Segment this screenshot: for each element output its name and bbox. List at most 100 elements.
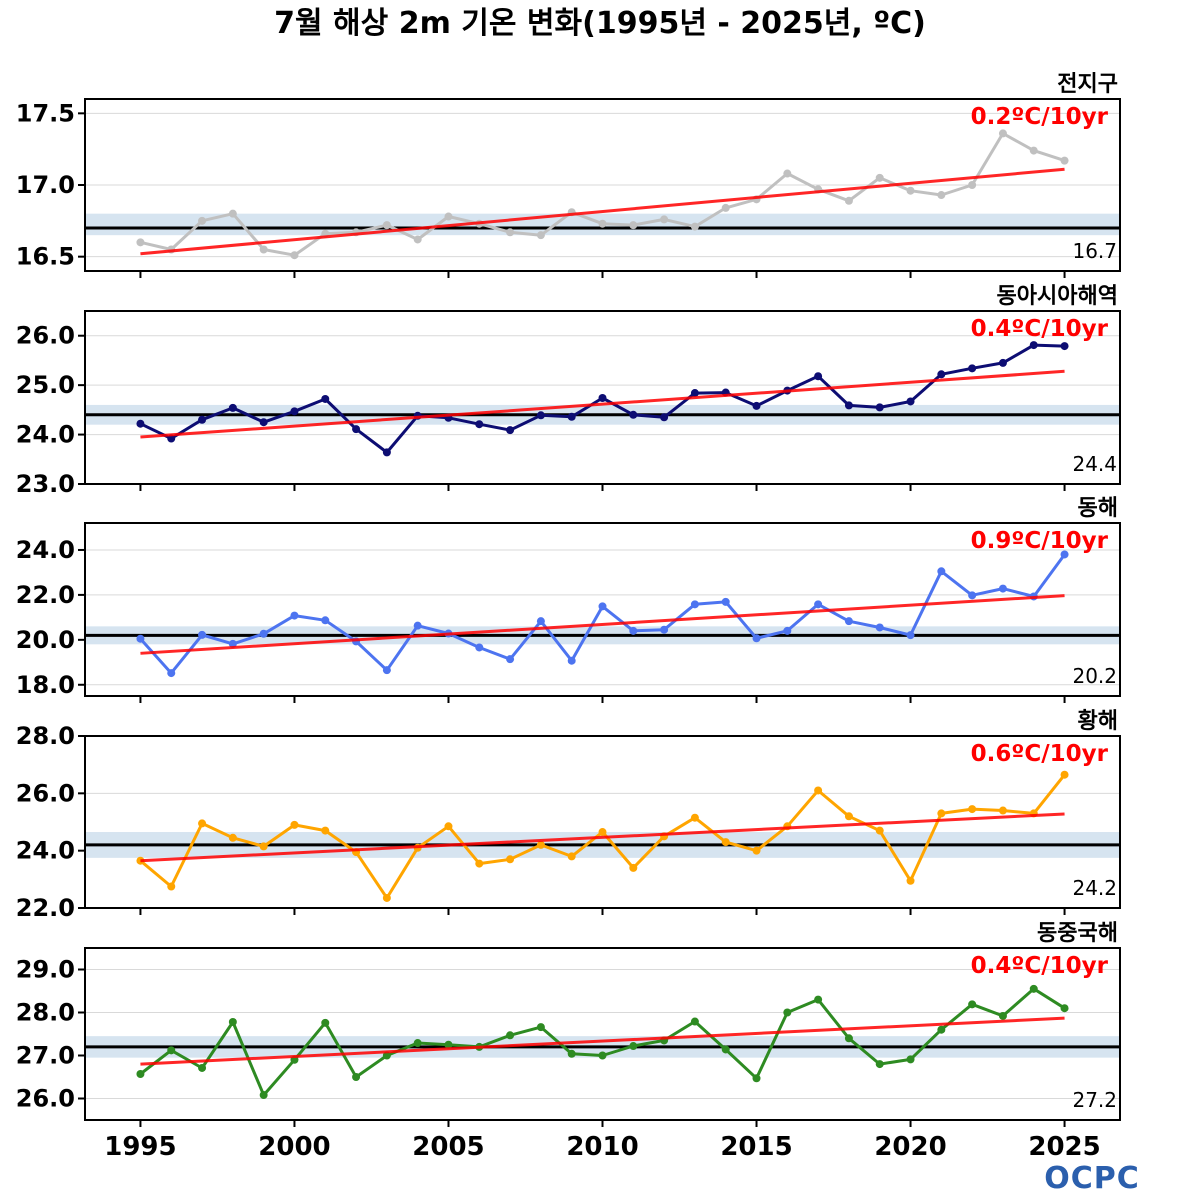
y-tick-label: 29.0 [16, 956, 75, 984]
y-tick-label: 22.0 [16, 894, 75, 922]
data-point [444, 822, 453, 831]
data-point [906, 397, 915, 406]
x-tick-label: 2015 [720, 1132, 792, 1162]
data-point [998, 1011, 1007, 1020]
panel-2: 23.0 24.0 25.0 26.0 동아시아해역 0.4ºC/10yr 24.4 [16, 284, 1121, 498]
data-point [875, 623, 884, 632]
y-tick-label: 28.0 [16, 722, 75, 750]
trend-line [140, 812, 1065, 863]
data-point [259, 842, 268, 851]
data-point [259, 1091, 268, 1100]
trend-line [140, 369, 1065, 439]
x-tick-label: 2020 [874, 1132, 946, 1162]
panel-label: 전지구 [1057, 72, 1118, 97]
data-point [937, 370, 946, 379]
data-point [167, 669, 176, 678]
y-tick-label: 20.0 [16, 626, 75, 654]
y-tick-label: 24.0 [16, 536, 75, 564]
data-point [290, 611, 299, 620]
data-point [136, 634, 145, 643]
data-point [382, 448, 391, 457]
data-point [413, 235, 422, 244]
data-point [506, 228, 515, 237]
y-tick-label: 16.5 [16, 243, 75, 271]
data-point [660, 413, 669, 422]
data-point [1060, 770, 1069, 779]
data-point [998, 129, 1007, 138]
data-point [1029, 341, 1038, 350]
data-point [198, 1063, 207, 1072]
trend-line [140, 594, 1065, 655]
data-point [167, 434, 176, 443]
panel-3: 18.0 20.0 22.0 24.0 동해 0.9ºC/10yr 20.2 [16, 496, 1121, 703]
data-point [228, 209, 237, 218]
y-tick-label: 24.0 [16, 837, 75, 865]
data-point [382, 1051, 391, 1060]
data-point [290, 407, 299, 416]
data-point [228, 1017, 237, 1026]
data-point [752, 634, 761, 643]
data-point [1060, 156, 1069, 165]
y-tick-label: 26.0 [16, 322, 75, 350]
data-point [598, 602, 607, 611]
y-tick-label: 25.0 [16, 371, 75, 399]
trend-label: 0.4ºC/10yr [971, 316, 1109, 342]
data-point [875, 403, 884, 412]
data-point [998, 358, 1007, 367]
data-point [629, 1042, 638, 1051]
x-tick-label: 2005 [412, 1132, 484, 1162]
y-tick-label: 22.0 [16, 581, 75, 609]
data-point [598, 219, 607, 228]
chart-title: 7월 해상 2m 기온 변화(1995년 - 2025년, ºC) [274, 6, 926, 41]
data-point [814, 372, 823, 381]
data-point [444, 212, 453, 221]
x-axis: 1995 2000 2005 2010 2015 2020 2025 [104, 1132, 1100, 1162]
y-tick-label: 24.0 [16, 421, 75, 449]
data-point [690, 1017, 699, 1026]
data-point [536, 840, 545, 849]
data-point [290, 820, 299, 829]
data-point [598, 1051, 607, 1060]
data-point [752, 846, 761, 855]
panel-label: 황해 [1078, 709, 1118, 734]
data-point [321, 1018, 330, 1027]
data-point [968, 805, 977, 814]
trend-label: 0.4ºC/10yr [971, 953, 1109, 979]
data-point [228, 403, 237, 412]
ocpc-logo: OCPC [1044, 1161, 1139, 1196]
data-point [136, 419, 145, 428]
trend-line [140, 1016, 1065, 1066]
climatology-label: 24.4 [1072, 452, 1117, 476]
data-point [660, 625, 669, 634]
panel-label: 동중국해 [1037, 921, 1118, 946]
y-tick-label: 17.0 [16, 171, 75, 199]
data-point [536, 617, 545, 626]
data-point [690, 600, 699, 609]
data-point [198, 415, 207, 424]
data-point [259, 245, 268, 254]
data-point [198, 630, 207, 639]
data-point [382, 666, 391, 675]
data-point [690, 813, 699, 822]
y-tick-label: 28.0 [16, 999, 75, 1027]
data-point [536, 1023, 545, 1032]
data-point [937, 809, 946, 818]
y-tick-label: 26.0 [16, 1085, 75, 1113]
data-point [136, 1069, 145, 1078]
data-point [167, 882, 176, 891]
data-point [321, 616, 330, 625]
series-line [139, 553, 1066, 675]
panel-1: 16.5 17.0 17.5 전지구 0.2ºC/10yr 16.7 [16, 72, 1121, 278]
climatology-label: 27.2 [1072, 1088, 1117, 1112]
data-point [968, 364, 977, 373]
data-point [475, 859, 484, 868]
data-point [228, 639, 237, 648]
data-point [444, 1040, 453, 1049]
data-point [259, 418, 268, 427]
panel-5: 26.0 27.0 28.0 29.0 동중국해 0.4ºC/10yr 27.2 [16, 921, 1121, 1127]
data-point [567, 852, 576, 861]
data-point [413, 621, 422, 630]
data-point [875, 1060, 884, 1069]
data-point [875, 173, 884, 182]
